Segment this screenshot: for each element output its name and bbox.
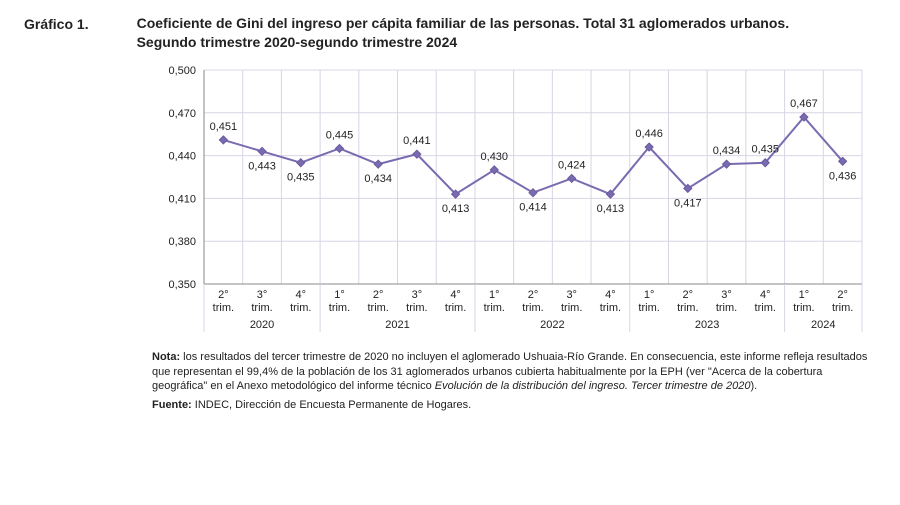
x-tick-sub: trim. <box>677 302 698 314</box>
value-label: 0,436 <box>829 170 857 182</box>
x-tick-quarter: 3° <box>257 289 268 301</box>
x-tick-sub: trim. <box>251 302 272 314</box>
fuente-label: Fuente: <box>152 399 192 411</box>
x-tick-sub: trim. <box>522 302 543 314</box>
x-tick-sub: trim. <box>213 302 234 314</box>
x-tick-quarter: 2° <box>218 289 229 301</box>
chart-header: Gráfico 1. Coeficiente de Gini del ingre… <box>24 14 876 52</box>
value-label: 0,443 <box>248 160 276 172</box>
gini-line-chart: 0,350 0,380 0,410 0,440 0,470 0,500 0,451 0,443… <box>152 60 872 340</box>
x-year-label: 2022 <box>540 319 564 331</box>
x-tick-quarter: 4° <box>295 289 306 301</box>
y-tick-label: 0,380 <box>168 236 196 248</box>
value-label: 0,413 <box>597 203 625 215</box>
y-tick-label: 0,440 <box>168 150 196 162</box>
x-tick-sub: trim. <box>367 302 388 314</box>
value-label: 0,445 <box>326 129 354 141</box>
x-tick-sub: trim. <box>600 302 621 314</box>
x-tick-sub: trim. <box>793 302 814 314</box>
x-year-label: 2023 <box>695 319 719 331</box>
value-label: 0,441 <box>403 135 431 147</box>
value-label: 0,417 <box>674 197 702 209</box>
fuente-text: INDEC, Dirección de Encuesta Permanente … <box>192 399 471 411</box>
x-tick-sub: trim. <box>445 302 466 314</box>
x-tick-quarter: 2° <box>683 289 694 301</box>
x-year-label: 2024 <box>811 319 835 331</box>
value-label: 0,414 <box>519 201 547 213</box>
y-tick-label: 0,500 <box>168 65 196 77</box>
x-year-label: 2020 <box>250 319 274 331</box>
value-label: 0,430 <box>481 151 509 163</box>
x-tick-quarter: 3° <box>412 289 423 301</box>
x-tick-quarter: 4° <box>760 289 771 301</box>
x-tick-quarter: 2° <box>528 289 539 301</box>
x-tick-quarter: 4° <box>605 289 616 301</box>
x-tick-quarter: 4° <box>450 289 461 301</box>
x-tick-quarter: 3° <box>721 289 732 301</box>
title-line1: Coeficiente de Gini del ingreso per cápi… <box>137 15 789 31</box>
x-tick-sub: trim. <box>755 302 776 314</box>
x-tick-sub: trim. <box>406 302 427 314</box>
nota-text-b: ). <box>750 380 757 392</box>
figure-label: Gráfico 1. <box>24 14 89 32</box>
title-line2: Segundo trimestre 2020-segundo trimestre… <box>137 34 458 50</box>
nota-italic: Evolución de la distribución del ingreso… <box>435 380 751 392</box>
x-tick-quarter: 3° <box>566 289 577 301</box>
x-tick-quarter: 1° <box>644 289 655 301</box>
chart-title: Coeficiente de Gini del ingreso per cápi… <box>137 14 789 52</box>
x-tick-sub: trim. <box>290 302 311 314</box>
x-year-label: 2021 <box>385 319 409 331</box>
value-label: 0,467 <box>790 98 818 110</box>
x-tick-sub: trim. <box>484 302 505 314</box>
y-tick-label: 0,410 <box>168 193 196 205</box>
x-tick-sub: trim. <box>329 302 350 314</box>
value-label: 0,424 <box>558 159 586 171</box>
x-tick-quarter: 2° <box>373 289 384 301</box>
x-tick-quarter: 1° <box>799 289 810 301</box>
value-label: 0,451 <box>210 121 238 133</box>
y-tick-label: 0,350 <box>168 279 196 291</box>
value-label: 0,435 <box>287 172 315 184</box>
x-tick-quarter: 2° <box>837 289 848 301</box>
x-tick-sub: trim. <box>832 302 853 314</box>
y-tick-label: 0,470 <box>168 108 196 120</box>
value-label: 0,434 <box>364 173 392 185</box>
chart-notes: Nota: los resultados del tercer trimestr… <box>152 350 872 413</box>
x-tick-sub: trim. <box>638 302 659 314</box>
value-label: 0,446 <box>635 128 663 140</box>
value-label: 0,435 <box>751 144 779 156</box>
value-label: 0,434 <box>713 145 741 157</box>
value-label: 0,413 <box>442 203 470 215</box>
x-tick-quarter: 1° <box>489 289 500 301</box>
nota-label: Nota: <box>152 351 180 363</box>
x-tick-sub: trim. <box>716 302 737 314</box>
x-tick-sub: trim. <box>561 302 582 314</box>
x-tick-quarter: 1° <box>334 289 345 301</box>
